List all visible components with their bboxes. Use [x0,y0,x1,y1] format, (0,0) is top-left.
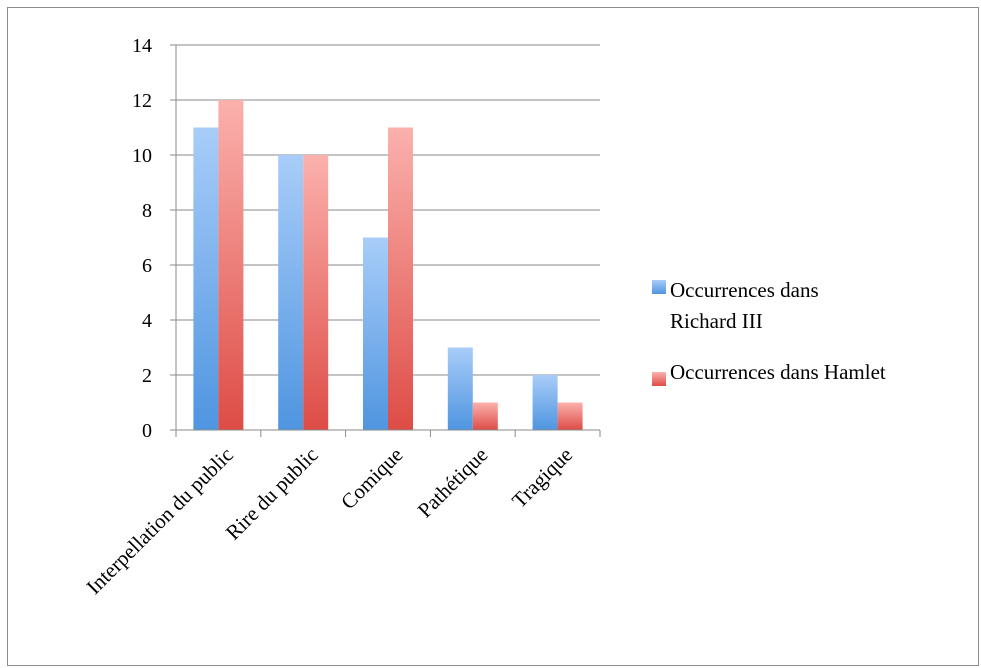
y-tick-label: 6 [142,255,152,277]
y-tick-labels: 0 2 4 6 8 10 12 14 [132,35,152,442]
legend-label-series-2: Occurrences dans Hamlet [670,360,886,384]
legend-swatch-series-1 [652,280,666,294]
bar-series-1 [193,127,219,430]
y-tick-label: 12 [132,90,152,112]
bar-series-1 [278,155,304,430]
bars [193,100,583,430]
category-label: Comique [336,443,407,514]
category-label: Pathétique [413,443,493,523]
y-tick-label: 10 [132,145,152,167]
bar-series-1 [532,375,558,430]
category-label: Interpellation du public [82,443,238,599]
legend: Occurrences dans Richard III Occurrences d… [652,278,886,386]
bar-series-2 [218,100,244,430]
chart-frame: 0 2 4 6 8 10 12 14 Interpellation du public Rire… [7,7,979,666]
bar-series-1 [447,347,473,430]
bar-series-2 [303,155,329,430]
category-label: Tragique [507,443,577,513]
bar-series-1 [363,237,388,430]
legend-swatch-series-2 [652,372,666,386]
bar-chart: 0 2 4 6 8 10 12 14 Interpellation du publicRire… [82,35,886,599]
bar-series-2 [472,402,498,430]
bar-series-2 [388,127,413,430]
y-tick-label: 4 [142,310,152,332]
y-tick-label: 2 [142,365,152,387]
y-tick-label: 14 [132,35,152,57]
y-tick-label: 8 [142,200,152,222]
axes [170,44,601,437]
bar-series-2 [557,402,583,430]
y-tick-label: 0 [142,420,152,442]
legend-label-series-1: Occurrences dans Richard III [670,278,819,333]
